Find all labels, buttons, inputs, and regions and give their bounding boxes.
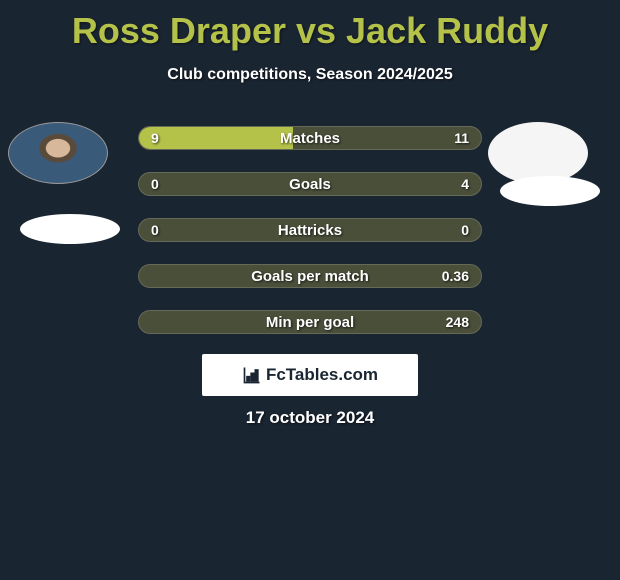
stat-label: Hattricks [139, 219, 481, 241]
stat-row: 0.36Goals per match [138, 264, 482, 288]
stat-value-right: 248 [446, 311, 469, 333]
avatar-photo-left [8, 122, 108, 184]
avatar-photo-right [488, 122, 588, 184]
stat-row: 911Matches [138, 126, 482, 150]
blank-oval-right [500, 176, 600, 206]
stat-value-right: 11 [454, 127, 469, 149]
watermark: FcTables.com [202, 354, 418, 396]
player-left-avatar [8, 122, 108, 184]
date-label: 17 october 2024 [0, 408, 620, 428]
stat-value-left: 0 [151, 219, 159, 241]
stat-label: Min per goal [139, 311, 481, 333]
stat-value-right: 0 [461, 219, 469, 241]
blank-oval-left [20, 214, 120, 244]
player-right-avatar [488, 122, 588, 184]
bar-fill-left [139, 127, 293, 149]
stat-label: Goals [139, 173, 481, 195]
stat-row: 0 0Hattricks [138, 218, 482, 242]
page-title: Ross Draper vs Jack Ruddy [0, 0, 620, 52]
stat-value-right: 4 [461, 173, 469, 195]
stat-row: 0 4Goals [138, 172, 482, 196]
chart-icon [242, 365, 262, 385]
stat-label: Goals per match [139, 265, 481, 287]
stat-value-right: 0.36 [442, 265, 469, 287]
stats-bars: 911Matches04Goals00Hattricks0.36Goals pe… [138, 126, 482, 356]
subtitle: Club competitions, Season 2024/2025 [0, 66, 620, 84]
stat-value-left: 0 [151, 173, 159, 195]
watermark-text: FcTables.com [266, 365, 378, 385]
stat-row: 248Min per goal [138, 310, 482, 334]
